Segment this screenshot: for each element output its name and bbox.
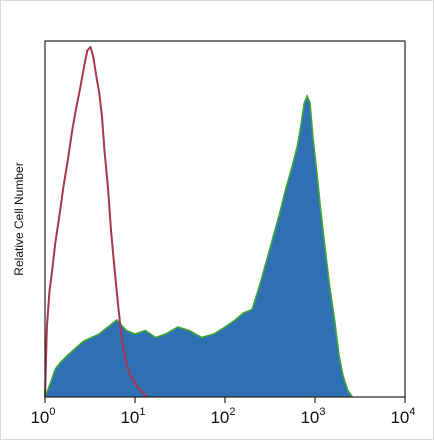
x-tick-label-1: 101 [120, 406, 145, 427]
x-tick-label-4: 104 [390, 406, 415, 427]
series-1-area [45, 96, 353, 397]
x-axis-ticks: 100 101 102 103 104 [30, 397, 416, 427]
series-1-edge [44, 93, 353, 398]
x-tick-label-0: 100 [30, 406, 55, 427]
series-0-line [44, 46, 148, 398]
x-tick-label-3: 103 [300, 406, 325, 427]
series-layer [44, 46, 353, 398]
x-tick-label-2: 102 [210, 406, 235, 427]
y-axis-label: Relative Cell Number [12, 162, 26, 275]
